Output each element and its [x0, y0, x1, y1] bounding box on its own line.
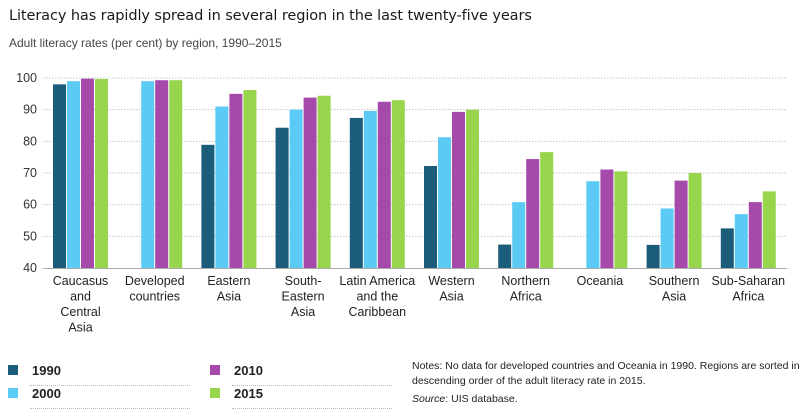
bar-2000	[734, 214, 748, 268]
bar-1990	[424, 166, 437, 268]
bar-2000	[512, 202, 526, 268]
legend: 1990 2000 2010 2015	[0, 355, 400, 415]
x-axis-labels: Caucasus and Central Asia Developed countries…	[53, 274, 785, 335]
bar-2015	[317, 95, 331, 268]
bars	[53, 78, 776, 269]
legend-swatch-2000	[8, 388, 18, 398]
bar-2000	[363, 110, 377, 268]
x-tick-label: Western Asia	[428, 274, 474, 304]
legend-label: 1990	[32, 363, 61, 378]
bar-1990	[720, 228, 734, 268]
x-tick-label: Caucasus and Central Asia	[53, 274, 109, 335]
y-tick-label: 50	[23, 229, 37, 243]
bar-2000	[586, 181, 600, 268]
bar-chart: 40 50 60 70 80 90 100 Caucasus and Central Asia De…	[16, 71, 787, 335]
x-tick-label: Sub-Saharan Africa	[711, 274, 785, 304]
bar-1990	[498, 244, 512, 268]
legend-item-2015: 2015	[210, 386, 400, 409]
source-text: : UIS database.	[445, 393, 518, 405]
bar-2010	[303, 97, 317, 268]
bar-2015	[169, 80, 183, 268]
bar-1990	[201, 144, 215, 268]
legend-label: 2010	[234, 363, 263, 378]
y-tick-label: 100	[16, 71, 37, 85]
bar-2010	[155, 80, 169, 268]
legend-label: 2015	[234, 386, 263, 401]
x-tick-label: Eastern Asia	[207, 274, 250, 304]
x-tick-label: Developed countries	[125, 274, 185, 304]
bar-2015	[243, 90, 257, 269]
x-tick-label: Northern Africa	[501, 274, 550, 304]
legend-swatch-2015	[210, 388, 220, 398]
x-tick-label: Latin America and the Caribbean	[339, 274, 415, 319]
x-tick-label: Southern Asia	[649, 274, 700, 304]
y-tick-label: 40	[23, 261, 37, 275]
bar-2000	[438, 137, 451, 268]
legend-swatch-2010	[210, 365, 220, 375]
bar-2000	[67, 81, 80, 269]
chart-title: Literacy has rapidly spread in several r…	[9, 8, 532, 24]
bar-2015	[95, 78, 108, 268]
bar-2010	[377, 101, 391, 268]
bar-2010	[452, 111, 465, 268]
source-line: Source: UIS database.	[412, 392, 802, 407]
bar-2015	[688, 173, 702, 268]
y-tick-label: 60	[23, 198, 37, 212]
bar-2000	[289, 109, 303, 269]
bar-2010	[229, 93, 243, 268]
y-tick-label: 80	[23, 134, 37, 148]
x-tick-label: South-Eastern Asia	[282, 274, 325, 319]
bar-2010	[674, 180, 688, 268]
legend-divider	[30, 408, 190, 409]
bar-1990	[275, 127, 289, 268]
bar-1990	[646, 244, 660, 268]
bar-2010	[600, 169, 614, 268]
bar-2015	[614, 171, 628, 268]
legend-divider	[232, 408, 392, 409]
legend-item-1990: 1990	[8, 363, 198, 386]
legend-swatch-1990	[8, 365, 18, 375]
bar-2015	[762, 191, 776, 268]
notes-text: Notes: No data for developed countries a…	[412, 360, 800, 387]
bar-2015	[391, 100, 405, 269]
legend-item-2010: 2010	[210, 363, 400, 386]
bar-1990	[349, 117, 363, 269]
chart-notes: Notes: No data for developed countries a…	[412, 359, 802, 407]
bar-2000	[215, 106, 229, 268]
x-tick-label: Oceania	[577, 274, 624, 288]
y-tick-label: 70	[23, 166, 37, 180]
legend-label: 2000	[32, 386, 61, 401]
y-axis-ticks: 40 50 60 70 80 90 100	[16, 71, 37, 275]
source-label: Source	[412, 393, 446, 405]
legend-divider	[232, 385, 392, 386]
chart-subtitle: Adult literacy rates (per cent) by regio…	[9, 36, 282, 50]
bar-2010	[748, 202, 762, 268]
legend-item-2000: 2000	[8, 386, 198, 409]
legend-divider	[30, 385, 190, 386]
bar-2010	[526, 159, 540, 268]
bar-2010	[81, 78, 94, 268]
bar-2000	[141, 81, 155, 269]
bar-2000	[660, 208, 674, 268]
bar-2015	[540, 152, 554, 268]
bar-2015	[466, 109, 479, 269]
bar-1990	[53, 84, 66, 268]
y-tick-label: 90	[23, 103, 37, 117]
